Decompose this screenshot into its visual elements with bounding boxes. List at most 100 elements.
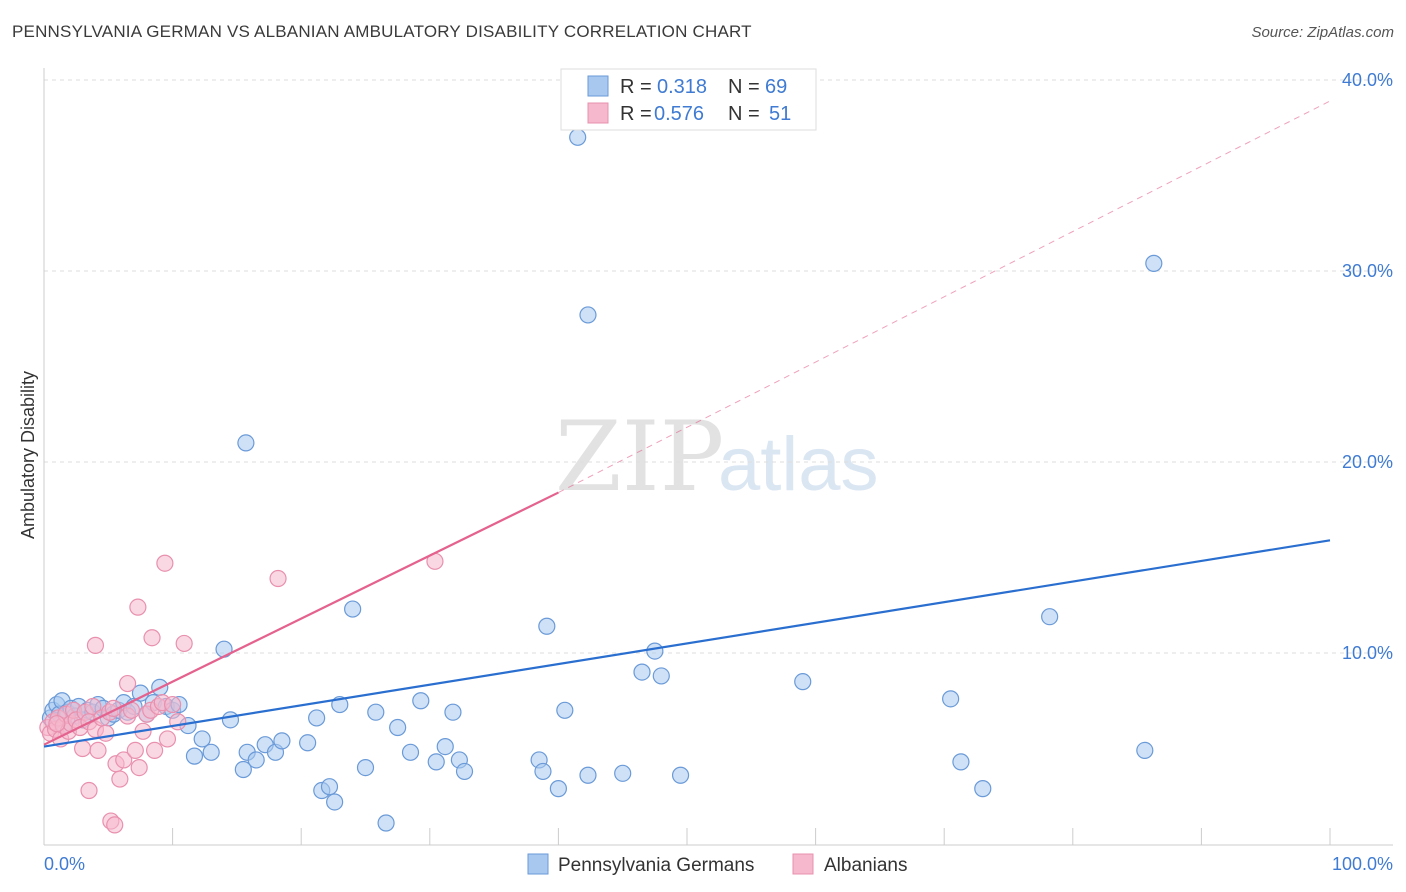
- pennsylvania-german-point-31: [202, 743, 220, 761]
- pennsylvania-german-point-68: [671, 766, 690, 784]
- y-tick-label-2: 30.0%: [1342, 261, 1393, 281]
- pennsylvania-german-point-54: [427, 753, 445, 771]
- albanian-point-43: [143, 629, 161, 647]
- pennsylvania-german-point-33: [221, 711, 240, 729]
- chart-source: Source: ZipAtlas.com: [1251, 24, 1394, 41]
- albanian-point-39: [175, 634, 193, 653]
- stats-r-value-1: 0.576: [654, 103, 704, 125]
- albanian-point-18: [89, 741, 107, 760]
- albanian-point-36: [158, 730, 177, 748]
- chart-title: PENNSYLVANIA GERMAN VS ALBANIAN AMBULATO…: [12, 22, 752, 41]
- albanian-trend-line: [43, 491, 559, 746]
- watermark-zip: ZIP: [555, 401, 724, 513]
- pennsylvania-german-point-61: [549, 780, 568, 798]
- bottom-legend-swatch-blue: [527, 853, 549, 875]
- albanian-point-20: [97, 724, 115, 742]
- x-tick-label-min: 0.0%: [44, 854, 85, 874]
- pennsylvania-german-point-72: [974, 780, 992, 798]
- albanian-point-49: [106, 816, 124, 834]
- pennsylvania-german-point-62: [579, 766, 597, 784]
- albanian-point-47: [80, 781, 98, 800]
- bottom-legend: Pennsylvania Germans Albanians: [527, 853, 907, 876]
- watermark-atlas: atlas: [718, 422, 879, 507]
- albanian-point-37: [164, 695, 182, 714]
- pennsylvania-german-point-29: [185, 747, 204, 765]
- pennsylvania-german-point-66: [652, 667, 670, 685]
- pennsylvania-german-point-53: [412, 692, 430, 710]
- stats-r-label-0: R =: [620, 76, 652, 98]
- pennsylvania-german-point-65: [646, 642, 664, 660]
- pennsylvania-german-point-77: [538, 617, 556, 635]
- albanian-point-45: [269, 569, 287, 588]
- stats-n-value-0: 69: [765, 76, 787, 98]
- pennsylvania-german-point-58: [455, 762, 474, 781]
- albanian-point-13: [73, 739, 92, 758]
- y-tick-label-0: 10.0%: [1342, 643, 1393, 663]
- stats-n-value-1: 51: [769, 103, 791, 125]
- pennsylvania-german-point-70: [942, 690, 960, 708]
- albanian-point-38: [169, 713, 187, 731]
- pennsylvania-german-point-60: [534, 762, 552, 781]
- albanian-point-24: [111, 770, 129, 788]
- pennsylvania-german-point-71: [952, 753, 970, 771]
- pennsylvania-german-point-52: [401, 743, 420, 761]
- pennsylvania-german-point-40: [237, 434, 255, 452]
- pennsylvania-german-point-47: [344, 600, 362, 618]
- stats-legend-swatch-pink: [587, 102, 609, 124]
- pennsylvania-german-point-67: [569, 128, 587, 146]
- albanian-point-28: [126, 741, 144, 760]
- albanian-point-29: [130, 758, 148, 777]
- stats-r-value-0: 0.318: [657, 76, 707, 98]
- stats-n-label-0: N =: [728, 76, 760, 98]
- albanian-point-41: [118, 674, 137, 693]
- albanian-point-16: [84, 697, 102, 716]
- pennsylvania-german-point-75: [1145, 254, 1163, 272]
- pennsylvania-german-point-63: [614, 764, 632, 782]
- stats-legend-swatch-blue: [587, 75, 609, 97]
- stats-r-label-1: R =: [620, 103, 652, 125]
- y-tick-label-1: 20.0%: [1342, 452, 1393, 472]
- y-tick-label-3: 40.0%: [1342, 70, 1393, 90]
- x-tick-label-max: 100.0%: [1332, 854, 1393, 874]
- pennsylvania-german-point-45: [326, 793, 344, 811]
- pennsylvania-german-point-55: [436, 737, 454, 756]
- albanian-point-25: [115, 751, 133, 769]
- pennsylvania-german-point-48: [356, 758, 375, 777]
- pennsylvania-german-point-42: [308, 709, 326, 727]
- pennsylvania-german-trend-line: [43, 539, 1331, 748]
- pennsylvania-german-point-76: [579, 306, 597, 324]
- stats-legend: R = 0.318 N = 69 R = 0.576 N = 51: [560, 68, 817, 131]
- pennsylvania-german-point-50: [377, 814, 395, 832]
- bottom-legend-swatch-pink: [792, 853, 814, 875]
- bottom-legend-label-1: Albanians: [824, 855, 907, 876]
- albanian-point-40: [86, 636, 105, 654]
- bottom-legend-label-0: Pennsylvania Germans: [558, 855, 754, 876]
- y-tick-labels: 10.0% 20.0% 30.0% 40.0%: [1342, 70, 1393, 663]
- pennsylvania-german-point-69: [794, 673, 812, 691]
- albanian-point-44: [156, 554, 174, 572]
- pennsylvania-german-point-78: [556, 701, 574, 719]
- pennsylvania-german-point-39: [273, 732, 291, 750]
- pennsylvania-german-point-56: [444, 703, 462, 721]
- albanian-point-33: [145, 741, 164, 760]
- albanian-trend-extension: [558, 100, 1331, 494]
- gridlines: [44, 79, 1393, 654]
- pennsylvania-german-point-30: [193, 730, 211, 748]
- trend-layer: [43, 100, 1331, 748]
- watermark: ZIP atlas: [555, 401, 879, 513]
- pennsylvania-german-point-51: [389, 718, 407, 737]
- pennsylvania-german-point-44: [320, 778, 339, 796]
- albanian-point-50: [48, 715, 66, 733]
- pennsylvania-german-point-36: [247, 751, 265, 769]
- points-layer: [39, 128, 1163, 834]
- albanian-point-42: [129, 598, 147, 616]
- stats-n-label-1: N =: [728, 103, 760, 125]
- pennsylvania-german-point-64: [633, 663, 651, 681]
- pennsylvania-german-point-74: [1136, 741, 1154, 760]
- y-axis-title: Ambulatory Disability: [18, 371, 38, 539]
- pennsylvania-german-point-41: [299, 734, 317, 752]
- pennsylvania-german-point-73: [1041, 608, 1059, 626]
- pennsylvania-german-point-49: [367, 703, 385, 721]
- pennsylvania-german-point-34: [234, 760, 252, 779]
